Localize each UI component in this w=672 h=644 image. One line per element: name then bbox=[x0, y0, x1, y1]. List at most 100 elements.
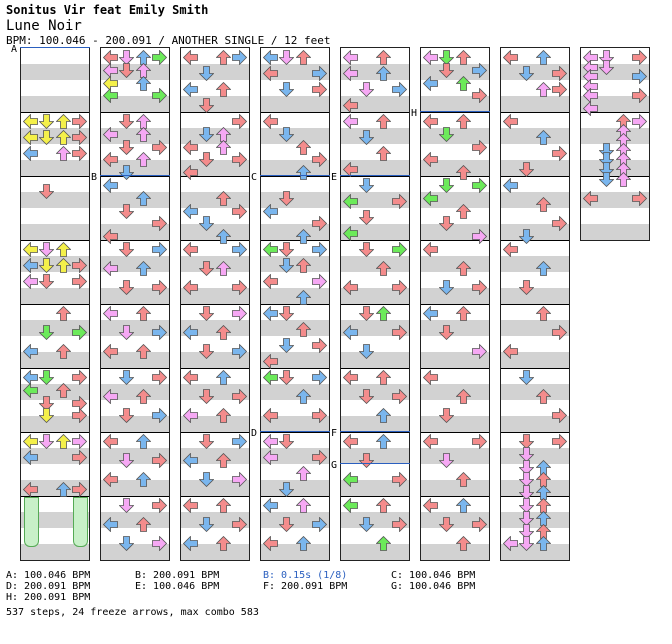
right-arrow-icon bbox=[232, 242, 247, 257]
right-arrow-icon bbox=[312, 450, 327, 465]
left-arrow-icon bbox=[183, 242, 198, 257]
beat-band bbox=[261, 352, 329, 368]
left-arrow-icon bbox=[23, 114, 38, 129]
beat-band bbox=[341, 64, 409, 80]
beat-band bbox=[341, 544, 409, 560]
bpm-marker-line bbox=[340, 463, 410, 464]
left-arrow-icon bbox=[23, 482, 38, 497]
beat-band bbox=[21, 448, 89, 464]
right-arrow-icon bbox=[152, 140, 167, 155]
up-arrow-icon bbox=[456, 536, 471, 551]
left-arrow-icon bbox=[343, 194, 358, 209]
right-arrow-icon bbox=[472, 88, 487, 103]
beat-band bbox=[501, 288, 569, 304]
right-arrow-icon bbox=[152, 453, 167, 468]
up-arrow-icon bbox=[136, 76, 151, 91]
up-arrow-icon bbox=[536, 261, 551, 276]
beat-band bbox=[261, 544, 329, 560]
beat-band bbox=[101, 256, 169, 272]
measure-line bbox=[341, 176, 409, 177]
left-arrow-icon bbox=[423, 114, 438, 129]
up-arrow-icon bbox=[296, 290, 311, 305]
measure-line bbox=[501, 240, 569, 241]
measure-line bbox=[181, 112, 249, 113]
down-arrow-icon bbox=[279, 50, 294, 65]
legend-entry: F: 200.091 BPM bbox=[263, 581, 348, 592]
left-arrow-icon bbox=[423, 370, 438, 385]
right-arrow-icon bbox=[632, 114, 647, 129]
up-arrow-icon bbox=[56, 306, 71, 321]
left-arrow-icon bbox=[343, 370, 358, 385]
left-arrow-icon bbox=[503, 50, 518, 65]
measure-line bbox=[101, 176, 169, 177]
right-arrow-icon bbox=[72, 325, 87, 340]
up-arrow-icon bbox=[136, 306, 151, 321]
up-arrow-icon bbox=[216, 50, 231, 65]
beat-band bbox=[341, 160, 409, 176]
beat-band bbox=[501, 448, 569, 464]
bpm-marker-label: E bbox=[330, 172, 339, 183]
beat-band bbox=[181, 96, 249, 112]
chart-column-2 bbox=[100, 47, 170, 561]
beat-band bbox=[501, 352, 569, 368]
up-arrow-icon bbox=[216, 536, 231, 551]
measure-line bbox=[101, 368, 169, 369]
beat-band bbox=[341, 480, 409, 496]
measure-line bbox=[261, 304, 329, 305]
left-arrow-icon bbox=[423, 152, 438, 167]
left-arrow-icon bbox=[103, 389, 118, 404]
right-arrow-icon bbox=[72, 450, 87, 465]
measure-line bbox=[21, 496, 89, 497]
beat-band bbox=[341, 320, 409, 336]
down-arrow-icon bbox=[39, 370, 54, 385]
measure-line bbox=[421, 240, 489, 241]
chart-column-1 bbox=[20, 47, 90, 561]
left-arrow-icon bbox=[423, 434, 438, 449]
down-arrow-icon bbox=[39, 184, 54, 199]
right-arrow-icon bbox=[392, 517, 407, 532]
up-arrow-icon bbox=[136, 261, 151, 276]
left-arrow-icon bbox=[183, 50, 198, 65]
down-arrow-icon bbox=[359, 178, 374, 193]
right-arrow-icon bbox=[312, 370, 327, 385]
beat-band bbox=[21, 64, 89, 80]
right-arrow-icon bbox=[232, 50, 247, 65]
beat-band bbox=[581, 160, 649, 176]
beat-band bbox=[181, 320, 249, 336]
beat-band bbox=[421, 160, 489, 176]
down-arrow-icon bbox=[359, 130, 374, 145]
beat-band bbox=[181, 544, 249, 560]
beat-band bbox=[21, 544, 89, 560]
measure-line bbox=[501, 496, 569, 497]
left-arrow-icon bbox=[503, 344, 518, 359]
right-arrow-icon bbox=[312, 66, 327, 81]
down-arrow-icon bbox=[279, 82, 294, 97]
right-arrow-icon bbox=[552, 146, 567, 161]
bpm-marker-line bbox=[20, 47, 90, 48]
beat-band bbox=[261, 480, 329, 496]
beat-band bbox=[501, 544, 569, 560]
bpm-marker-label: C bbox=[250, 172, 259, 183]
down-arrow-icon bbox=[119, 165, 134, 180]
measure-line bbox=[261, 368, 329, 369]
measure-line bbox=[261, 496, 329, 497]
right-arrow-icon bbox=[152, 216, 167, 231]
left-arrow-icon bbox=[103, 517, 118, 532]
beat-band bbox=[181, 128, 249, 144]
left-arrow-icon bbox=[23, 258, 38, 273]
up-arrow-icon bbox=[216, 498, 231, 513]
down-arrow-icon bbox=[119, 370, 134, 385]
beat-band bbox=[421, 288, 489, 304]
left-arrow-icon bbox=[103, 178, 118, 193]
left-arrow-icon bbox=[183, 140, 198, 155]
down-arrow-icon bbox=[199, 261, 214, 276]
beat-band bbox=[261, 224, 329, 240]
up-arrow-icon bbox=[456, 165, 471, 180]
beat-band bbox=[21, 384, 89, 400]
left-arrow-icon bbox=[263, 66, 278, 81]
measure-line bbox=[101, 112, 169, 113]
left-arrow-icon bbox=[103, 229, 118, 244]
down-arrow-icon bbox=[279, 306, 294, 321]
right-arrow-icon bbox=[72, 130, 87, 145]
left-arrow-icon bbox=[183, 280, 198, 295]
